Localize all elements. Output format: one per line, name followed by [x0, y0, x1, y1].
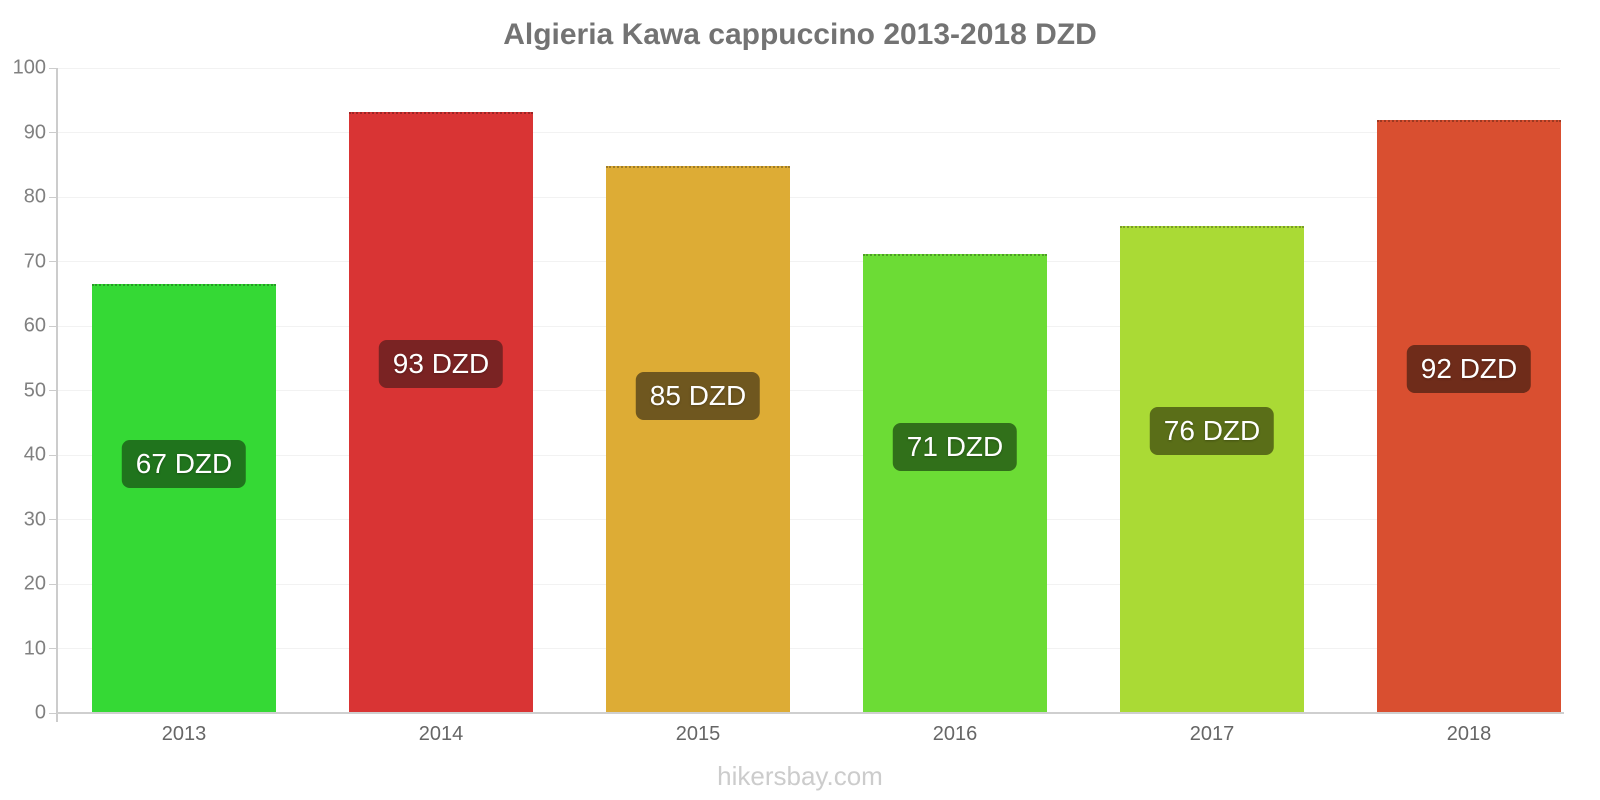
y-tick-mark-60: [49, 325, 57, 327]
y-tick-label-30: 30: [23, 508, 46, 530]
bar-2018: [1377, 120, 1561, 712]
bar-value-label-2018: 92 DZD: [1406, 345, 1532, 394]
x-axis-line: [57, 712, 1564, 714]
y-tick-label-50: 50: [23, 379, 46, 401]
y-tick-mark-10: [49, 648, 57, 649]
y-tick-mark-20: [49, 583, 57, 585]
x-tick-label-2014: 2014: [418, 723, 464, 745]
y-tick-mark-40: [49, 454, 57, 456]
bar-2015: [606, 166, 790, 712]
y-tick-mark-80: [49, 196, 57, 198]
chart-title: Algieria Kawa cappuccino 2013-2018 DZD: [503, 18, 1097, 51]
gridline-70: [57, 261, 1560, 262]
y-tick-mark-0: [49, 712, 57, 714]
y-tick-mark-30: [49, 519, 57, 520]
y-tick-label-60: 60: [23, 314, 46, 337]
y-tick-label-100: 100: [12, 56, 46, 79]
gridline-30: [57, 519, 1560, 520]
gridline-90: [57, 132, 1560, 133]
y-tick-mark-100: [49, 67, 57, 69]
bar-value-label-2016: 71 DZD: [892, 422, 1018, 471]
bar-2014: [349, 111, 533, 712]
gridline-40: [57, 454, 1560, 456]
bar-value-label-2017: 76 DZD: [1149, 406, 1275, 455]
gridline-80: [57, 196, 1560, 198]
y-tick-label-40: 40: [23, 443, 46, 466]
y-tick-label-80: 80: [23, 185, 46, 208]
gridline-50: [57, 390, 1560, 391]
bar-value-label-2015: 85 DZD: [635, 371, 761, 420]
x-tick-label-2013: 2013: [161, 723, 207, 745]
gridline-20: [57, 583, 1560, 585]
y-tick-label-90: 90: [23, 121, 46, 143]
y-tick-label-10: 10: [23, 637, 46, 659]
bar-2017: [1120, 226, 1304, 712]
x-tick-label-2015: 2015: [675, 723, 721, 745]
gridline-60: [57, 325, 1560, 327]
gridline-10: [57, 648, 1560, 649]
y-tick-mark-90: [49, 132, 57, 133]
y-tick-mark-50: [49, 390, 57, 391]
bar-2013: [92, 284, 276, 712]
x-tick-label-2017: 2017: [1189, 723, 1235, 745]
gridline-100: [57, 67, 1560, 69]
bar-value-label-2013: 67 DZD: [121, 440, 247, 489]
bar-2016: [863, 253, 1047, 712]
x-tick-label-2016: 2016: [932, 723, 978, 745]
y-tick-mark-70: [49, 261, 57, 262]
y-tick-label-20: 20: [23, 572, 46, 595]
y-tick-label-0: 0: [34, 701, 46, 724]
y-axis-line: [56, 68, 58, 722]
bar-value-label-2014: 93 DZD: [378, 340, 504, 389]
y-tick-label-70: 70: [23, 250, 46, 272]
source-watermark: hikersbay.com: [717, 761, 883, 791]
x-tick-label-2018: 2018: [1446, 723, 1492, 745]
